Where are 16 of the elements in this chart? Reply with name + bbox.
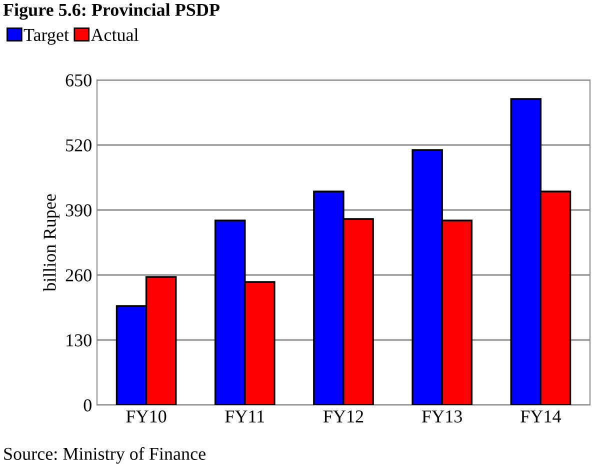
y-tick-label: 520 [66,139,92,152]
chart-title: Figure 5.6: Provincial PSDP [3,3,220,20]
y-tick-label: 130 [66,334,92,346]
x-tick-label: FY13 [422,410,462,423]
y-tick-label: 390 [66,204,92,216]
legend-label: Target [24,29,69,45]
source-note: Source: Ministry of Finance [4,447,206,464]
y-tick-label: 260 [66,269,92,282]
x-tick-label: FY11 [225,410,264,422]
legend-label: Actual [90,28,138,42]
x-tick-label: FY14 [520,410,561,422]
x-tick-label: FY12 [323,410,364,422]
y-tick-label: 650 [66,74,92,86]
x-tick-label: FY10 [126,410,166,423]
y-tick-label: 0 [84,399,92,412]
y-axis-title: billion Rupee [43,194,60,292]
